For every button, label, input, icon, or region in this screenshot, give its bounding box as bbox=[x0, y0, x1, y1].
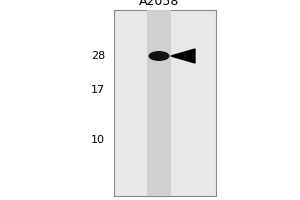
Text: 10: 10 bbox=[91, 135, 105, 145]
Text: 28: 28 bbox=[91, 51, 105, 61]
Text: A2058: A2058 bbox=[139, 0, 179, 8]
Bar bbox=[114, 10, 216, 196]
Text: 17: 17 bbox=[91, 85, 105, 95]
Ellipse shape bbox=[148, 51, 170, 61]
Bar bbox=[147, 10, 171, 196]
Polygon shape bbox=[171, 49, 195, 63]
